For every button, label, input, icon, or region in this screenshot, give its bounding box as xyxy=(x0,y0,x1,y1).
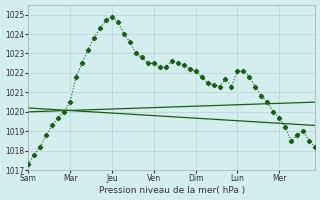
X-axis label: Pression niveau de la mer( hPa ): Pression niveau de la mer( hPa ) xyxy=(99,186,245,195)
